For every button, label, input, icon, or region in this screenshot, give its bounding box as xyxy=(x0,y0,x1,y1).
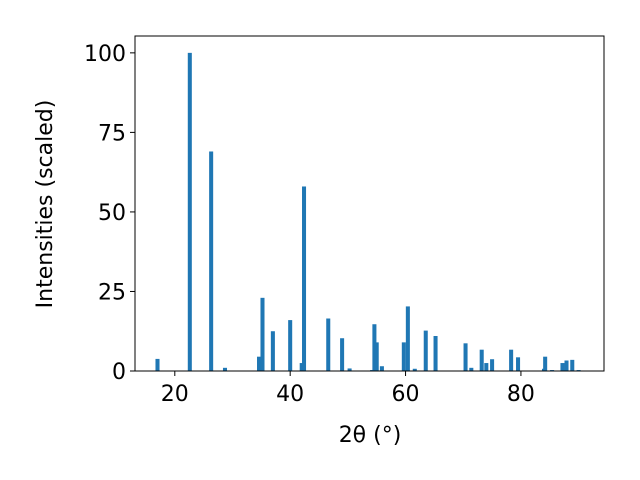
bar xyxy=(347,368,352,371)
y-tick-label: 0 xyxy=(112,360,126,385)
y-axis-label: Intensities (scaled) xyxy=(33,100,58,309)
bar xyxy=(405,306,410,371)
x-tick-label: 80 xyxy=(507,382,535,407)
bar xyxy=(379,366,384,371)
bar xyxy=(374,342,379,371)
bar xyxy=(564,360,569,371)
bar xyxy=(412,368,417,371)
x-tick-label: 20 xyxy=(161,382,189,407)
bar xyxy=(209,151,214,371)
y-tick-label: 25 xyxy=(98,280,126,305)
bar xyxy=(326,318,331,371)
x-tick-label: 60 xyxy=(392,382,420,407)
bar xyxy=(570,359,575,371)
bar xyxy=(543,356,548,371)
bar xyxy=(155,358,160,371)
bar xyxy=(260,297,265,371)
plot-frame xyxy=(134,35,605,372)
bar xyxy=(372,324,377,371)
bar xyxy=(288,320,293,371)
bar xyxy=(433,336,438,371)
bar xyxy=(560,363,565,371)
bar xyxy=(187,52,192,371)
bar xyxy=(490,359,495,371)
bar xyxy=(484,363,489,371)
bar xyxy=(302,186,307,371)
bar xyxy=(299,363,304,371)
bar xyxy=(516,357,521,371)
bar xyxy=(401,342,406,371)
bar xyxy=(340,338,345,371)
bar xyxy=(463,343,468,371)
y-tick-label: 75 xyxy=(98,121,126,146)
bar xyxy=(509,349,514,371)
bar xyxy=(257,356,262,371)
bar xyxy=(479,349,484,371)
y-tick-label: 50 xyxy=(98,201,126,226)
x-tick-label: 40 xyxy=(276,382,304,407)
bar xyxy=(222,367,228,371)
y-tick-label: 100 xyxy=(84,42,126,67)
bar xyxy=(423,330,428,371)
x-axis-label: 2θ (°) xyxy=(339,423,402,448)
bar xyxy=(469,367,474,371)
bar xyxy=(270,331,275,371)
